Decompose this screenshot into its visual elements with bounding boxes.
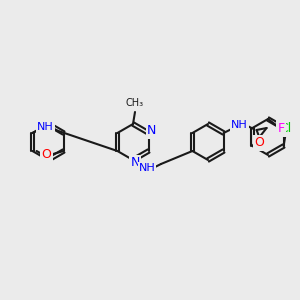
Text: CH₃: CH₃ (126, 98, 144, 108)
Text: NH: NH (37, 122, 54, 132)
Text: NH: NH (231, 120, 248, 130)
Text: Cl: Cl (280, 122, 292, 136)
Text: NH: NH (139, 163, 155, 173)
Text: O: O (255, 136, 265, 149)
Text: N: N (130, 157, 140, 169)
Text: O: O (42, 148, 52, 161)
Text: N: N (147, 124, 156, 137)
Text: F: F (278, 122, 285, 134)
